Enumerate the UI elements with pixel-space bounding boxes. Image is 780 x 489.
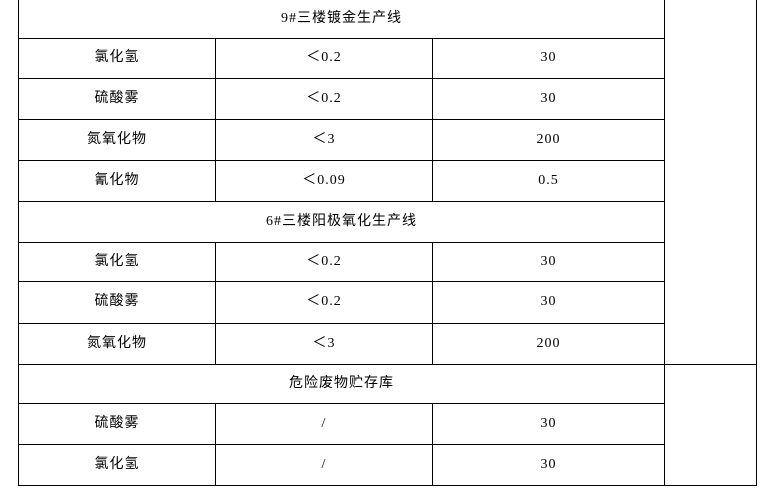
limit-cell: 200 — [431, 118, 666, 161]
emissions-table-wrapper: 9#三楼镀金生产线 氯化氢 ＜0.2 30 硫酸雾 ＜0.2 30 氮氧化物 ＜… — [17, 0, 758, 486]
table-row: 硫酸雾 / 30 — [18, 402, 757, 445]
value-cell: / — [215, 443, 433, 486]
section-header-9: 9#三楼镀金生产线 — [17, 0, 666, 39]
table-row: 氮氧化物 ＜3 200 — [18, 322, 757, 365]
pollutant-cell: 氯化氢 — [18, 37, 216, 79]
value-cell: ＜0.09 — [215, 159, 433, 202]
table-row: 6#三楼阳极氧化生产线 — [17, 200, 757, 243]
side-spacer-cell-lower — [664, 363, 758, 486]
pollutant-cell: 硫酸雾 — [18, 77, 216, 120]
side-spacer-cell-upper — [664, 0, 758, 365]
pollutant-cell: 氰化物 — [18, 159, 216, 202]
value-cell: ＜0.2 — [215, 241, 433, 282]
section-header-6: 6#三楼阳极氧化生产线 — [17, 200, 666, 243]
limit-cell: 30 — [431, 443, 666, 486]
value-cell: ＜0.2 — [215, 77, 433, 120]
table-row: 9#三楼镀金生产线 — [17, 0, 758, 365]
value-cell: ＜0.2 — [215, 280, 433, 324]
section-header-hazwaste: 危险废物贮存库 — [17, 363, 666, 404]
value-cell: ＜3 — [215, 322, 433, 365]
pollutant-cell: 硫酸雾 — [18, 280, 216, 324]
value-cell: ＜3 — [215, 118, 433, 161]
pollutant-cell: 氯化氢 — [18, 443, 216, 486]
pollutant-cell: 硫酸雾 — [18, 402, 216, 445]
value-cell: ＜0.2 — [215, 37, 433, 79]
limit-cell: 30 — [431, 241, 666, 282]
table-row: 硫酸雾 ＜0.2 30 — [18, 280, 757, 324]
table-row: 氯化氢 ＜0.2 30 — [18, 37, 757, 79]
limit-cell: 0.5 — [431, 159, 666, 202]
limit-cell: 30 — [431, 402, 666, 445]
limit-cell: 30 — [431, 280, 666, 324]
table-row: 氯化氢 ＜0.2 30 — [18, 241, 757, 282]
value-cell: / — [215, 402, 433, 445]
table-row: 氮氧化物 ＜3 200 — [18, 118, 757, 161]
pollutant-cell: 氮氧化物 — [18, 322, 216, 365]
pollutant-cell: 氯化氢 — [18, 241, 216, 282]
pollutant-cell: 氮氧化物 — [18, 118, 216, 161]
table-row: 硫酸雾 ＜0.2 30 — [18, 77, 757, 120]
emissions-table: 9#三楼镀金生产线 氯化氢 ＜0.2 30 硫酸雾 ＜0.2 30 氮氧化物 ＜… — [17, 0, 758, 486]
limit-cell: 30 — [431, 37, 666, 79]
table-row: 危险废物贮存库 — [17, 363, 758, 486]
limit-cell: 30 — [431, 77, 666, 120]
limit-cell: 200 — [431, 322, 666, 365]
table-row: 氯化氢 / 30 — [18, 443, 757, 486]
table-row: 氰化物 ＜0.09 0.5 — [18, 159, 757, 202]
